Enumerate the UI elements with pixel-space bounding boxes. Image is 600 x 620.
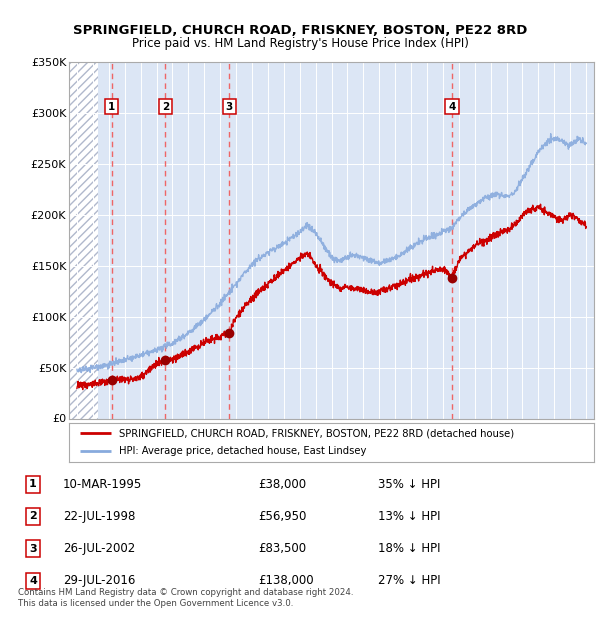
Text: 18% ↓ HPI: 18% ↓ HPI (378, 542, 440, 555)
Bar (69, 62, 98, 419)
Text: 26-JUL-2002: 26-JUL-2002 (63, 542, 135, 555)
Text: £138,000: £138,000 (258, 575, 314, 587)
Text: 4: 4 (448, 102, 455, 112)
Text: 2: 2 (162, 102, 169, 112)
Text: £38,000: £38,000 (258, 478, 306, 490)
Text: HPI: Average price, detached house, East Lindsey: HPI: Average price, detached house, East… (119, 446, 366, 456)
Text: 1: 1 (108, 102, 115, 112)
Text: 3: 3 (29, 544, 37, 554)
Text: Contains HM Land Registry data © Crown copyright and database right 2024.: Contains HM Land Registry data © Crown c… (18, 588, 353, 597)
Text: 10-MAR-1995: 10-MAR-1995 (63, 478, 142, 490)
Text: Price paid vs. HM Land Registry's House Price Index (HPI): Price paid vs. HM Land Registry's House … (131, 37, 469, 50)
Text: 1: 1 (29, 479, 37, 489)
Text: 13% ↓ HPI: 13% ↓ HPI (378, 510, 440, 523)
Text: 3: 3 (226, 102, 233, 112)
Text: 27% ↓ HPI: 27% ↓ HPI (378, 575, 440, 587)
Text: 2: 2 (29, 512, 37, 521)
Text: £83,500: £83,500 (258, 542, 306, 555)
Text: £56,950: £56,950 (258, 510, 307, 523)
Text: 4: 4 (29, 576, 37, 586)
Text: This data is licensed under the Open Government Licence v3.0.: This data is licensed under the Open Gov… (18, 600, 293, 608)
Text: 22-JUL-1998: 22-JUL-1998 (63, 510, 136, 523)
Text: SPRINGFIELD, CHURCH ROAD, FRISKNEY, BOSTON, PE22 8RD: SPRINGFIELD, CHURCH ROAD, FRISKNEY, BOST… (73, 24, 527, 37)
Text: 29-JUL-2016: 29-JUL-2016 (63, 575, 136, 587)
Text: 35% ↓ HPI: 35% ↓ HPI (378, 478, 440, 490)
Text: SPRINGFIELD, CHURCH ROAD, FRISKNEY, BOSTON, PE22 8RD (detached house): SPRINGFIELD, CHURCH ROAD, FRISKNEY, BOST… (119, 428, 514, 438)
